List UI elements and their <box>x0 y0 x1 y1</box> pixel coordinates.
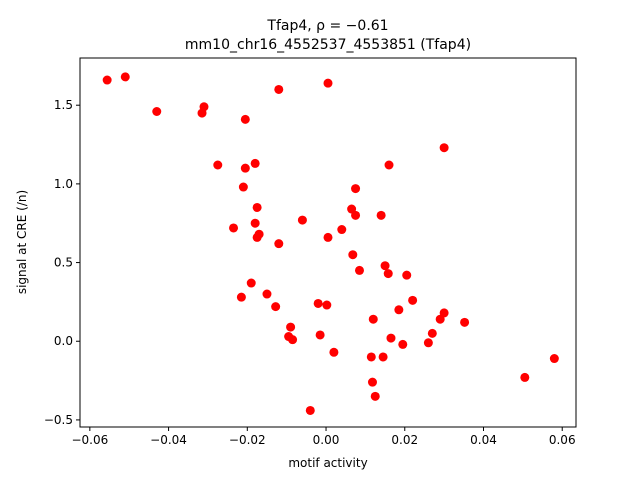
data-point-42 <box>460 317 470 327</box>
data-point-16 <box>254 229 264 239</box>
data-point-0 <box>102 75 112 85</box>
data-point-27 <box>348 250 358 260</box>
data-point-7 <box>323 78 333 88</box>
data-point-35 <box>271 302 281 312</box>
y-axis-label: signal at CRE (/n) <box>15 190 29 294</box>
data-point-14 <box>229 223 239 233</box>
x-tick-label-1: −0.04 <box>150 433 187 447</box>
data-point-25 <box>384 160 394 170</box>
data-point-52 <box>329 347 339 357</box>
data-point-58 <box>520 372 530 382</box>
data-point-18 <box>297 215 307 225</box>
data-point-11 <box>238 182 248 192</box>
x-tick-label-3: 0.00 <box>313 433 340 447</box>
data-point-10 <box>250 158 260 168</box>
data-point-47 <box>315 330 325 340</box>
data-point-51 <box>423 338 433 348</box>
data-point-26 <box>439 143 449 153</box>
data-point-17 <box>274 239 284 249</box>
y-tick-label-2: 0.5 <box>54 256 73 270</box>
data-point-28 <box>354 265 364 275</box>
data-point-33 <box>236 292 246 302</box>
y-tick-label-4: 1.5 <box>54 98 73 112</box>
data-point-49 <box>427 328 437 338</box>
data-point-22 <box>351 210 361 220</box>
data-point-12 <box>252 202 262 212</box>
data-point-36 <box>313 298 323 308</box>
data-point-32 <box>246 278 256 288</box>
data-point-13 <box>250 218 260 228</box>
data-point-24 <box>376 210 386 220</box>
data-point-41 <box>435 314 445 324</box>
x-tick-label-0: −0.06 <box>71 433 108 447</box>
plot-frame <box>79 57 577 428</box>
y-tick-label-3: 1.0 <box>54 177 73 191</box>
data-points <box>102 72 559 415</box>
data-point-23 <box>351 184 361 194</box>
x-axis-label: motif activity <box>288 456 367 470</box>
data-point-1 <box>120 72 130 82</box>
data-point-44 <box>286 322 296 332</box>
data-point-8 <box>213 160 223 170</box>
data-point-59 <box>549 354 559 364</box>
data-point-20 <box>337 225 347 235</box>
chart-title-line2: mm10_chr16_4552537_4553851 (Tfap4) <box>185 37 471 53</box>
data-point-2 <box>152 107 162 116</box>
data-point-30 <box>383 269 393 279</box>
x-tick-label-2: −0.02 <box>229 433 266 447</box>
data-point-53 <box>366 352 376 362</box>
x-tick-label-5: 0.04 <box>470 433 497 447</box>
x-tick-label-6: 0.06 <box>549 433 576 447</box>
data-point-50 <box>398 339 408 349</box>
data-point-55 <box>367 377 377 387</box>
data-point-19 <box>323 232 333 242</box>
data-point-37 <box>322 300 332 310</box>
data-point-31 <box>402 270 412 280</box>
data-point-48 <box>386 333 396 343</box>
y-tick-label-0: −0.5 <box>44 413 73 427</box>
data-point-6 <box>274 84 284 94</box>
data-point-57 <box>305 405 315 415</box>
x-axis-ticks: −0.06 −0.04 −0.02 0.00 0.02 0.04 0.06 <box>71 427 576 447</box>
y-axis-ticks: −0.5 0.0 0.5 1.0 1.5 <box>44 98 80 427</box>
data-point-4 <box>199 102 209 112</box>
data-point-29 <box>380 261 390 271</box>
y-tick-label-1: 0.0 <box>54 334 73 348</box>
data-point-39 <box>394 305 404 315</box>
data-point-54 <box>378 352 388 362</box>
data-point-34 <box>262 289 272 299</box>
data-point-5 <box>240 114 250 124</box>
data-point-38 <box>408 295 418 305</box>
data-point-43 <box>368 314 378 324</box>
data-point-46 <box>288 335 298 345</box>
data-point-56 <box>370 391 380 401</box>
x-tick-label-4: 0.02 <box>391 433 418 447</box>
data-point-9 <box>240 163 250 173</box>
chart-title-line1: Tfap4, ρ = −0.61 <box>266 18 388 34</box>
